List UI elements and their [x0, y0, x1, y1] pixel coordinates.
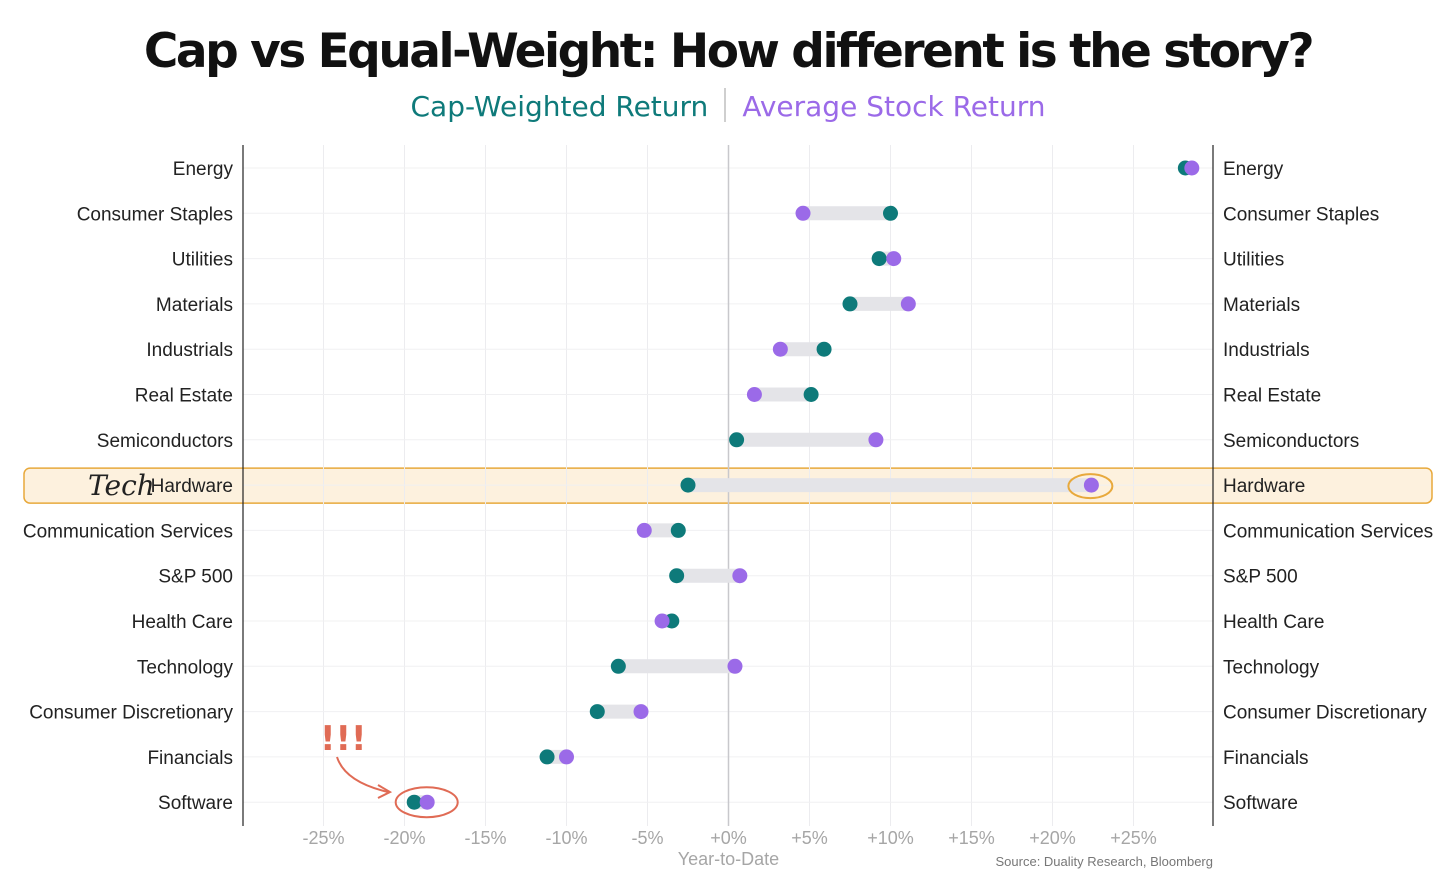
highlight-ring [1067, 473, 1114, 500]
row-label-right-utilities: Utilities [1223, 250, 1284, 271]
row-label-left-materials: Materials [156, 295, 233, 316]
row-label-left-industrials: Industrials [146, 340, 233, 361]
avg-dot-financials [559, 749, 574, 765]
tick-layer: -25% -20% -15% -10% -5% +0% +5% +10% +15% +20% +25… [302, 828, 1156, 848]
row-label-right-consumer-staples: Consumer Staples [1223, 204, 1379, 225]
row-label-right-materials: Materials [1223, 295, 1300, 316]
row-label-left-sandp-500: S&P 500 [158, 567, 233, 588]
cap-dot-technology [610, 658, 626, 674]
chart-legend: Cap-Weighted Return Average Stock Return [0, 88, 1456, 123]
x-tick-label: +10% [867, 828, 914, 848]
chart-title: Cap vs Equal-Weight: How different is th… [143, 24, 1315, 79]
row-label-left-communication-services: Communication Services [23, 521, 233, 542]
callout-arrowhead [377, 784, 393, 799]
avg-dot-health-care [654, 613, 670, 629]
row-label-left-software: Software [158, 793, 233, 814]
source-note: Source: Duality Research, Bloomberg [996, 854, 1214, 869]
avg-dot-consumer-discretionary [633, 704, 649, 720]
row-label-right-sandp-500: S&P 500 [1223, 567, 1298, 588]
callout-ring [394, 786, 459, 819]
cap-dot-semiconductors [729, 432, 745, 448]
x-tick-label: +20% [1029, 828, 1076, 848]
dot-layer [406, 160, 1200, 810]
x-tick-label: +15% [948, 828, 995, 848]
x-tick-label: +5% [791, 828, 828, 848]
avg-dot-materials [900, 296, 916, 312]
cap-dot-software [406, 794, 422, 810]
row-label-left-consumer-discretionary: Consumer Discretionary [29, 703, 233, 724]
row-label-right-financials: Financials [1223, 748, 1309, 769]
row-label-right-industrials: Industrials [1223, 340, 1310, 361]
row-label-right-energy: Energy [1223, 159, 1284, 180]
row-label-right-technology: Technology [1223, 657, 1320, 678]
legend-cap-weighted: Cap-Weighted Return [410, 90, 709, 123]
row-label-right-real-estate: Real Estate [1223, 386, 1321, 407]
x-tick-label: -20% [383, 828, 425, 848]
avg-dot-utilities [886, 251, 902, 267]
row-label-left-utilities: Utilities [172, 250, 233, 271]
cap-dot-utilities [871, 251, 887, 267]
cap-dot-sandp-500 [669, 568, 685, 584]
cap-dot-communication-services [670, 522, 686, 538]
cap-dot-materials [842, 296, 858, 312]
x-axis-label: Year-to-Date [678, 849, 779, 869]
avg-dot-hardware [1083, 477, 1099, 493]
avg-dot-real-estate [746, 387, 762, 402]
row-label-right-communication-services: Communication Services [1223, 521, 1433, 542]
avg-dot-sandp-500 [732, 568, 748, 584]
avg-dot-industrials [772, 341, 788, 357]
row-label-left-energy: Energy [173, 159, 234, 180]
avg-dot-software [419, 794, 435, 810]
row-label-right-consumer-discretionary: Consumer Discretionary [1223, 703, 1427, 724]
row-label-left-health-care: Health Care [132, 612, 233, 633]
annotation-layer: Tech!!! [88, 469, 1114, 819]
cap-dot-real-estate [803, 387, 819, 402]
x-tick-label: +25% [1110, 828, 1157, 848]
x-tick-label: -5% [631, 828, 663, 848]
callout-annotation-text: !!! [320, 719, 367, 759]
label-layer: Energy Energy Consumer Staples Consumer Sta… [23, 159, 1433, 814]
avg-dot-technology [727, 658, 743, 674]
avg-dot-communication-services [636, 522, 652, 538]
cap-dot-consumer-staples [883, 205, 898, 221]
avg-dot-consumer-staples [795, 205, 811, 221]
x-tick-label: -15% [464, 828, 506, 848]
x-tick-label: -10% [545, 828, 587, 848]
cap-dot-consumer-discretionary [589, 704, 605, 720]
cap-dot-financials [539, 749, 555, 765]
row-label-left-real-estate: Real Estate [135, 386, 233, 407]
row-label-right-software: Software [1223, 793, 1298, 814]
row-label-left-semiconductors: Semiconductors [97, 431, 233, 452]
avg-dot-semiconductors [868, 432, 884, 448]
row-label-right-hardware: Hardware [1223, 476, 1305, 497]
row-label-left-hardware: Hardware [151, 476, 233, 497]
avg-dot-energy [1184, 160, 1200, 176]
row-label-left-financials: Financials [147, 748, 233, 769]
row-label-right-semiconductors: Semiconductors [1223, 431, 1359, 452]
cap-dot-industrials [816, 341, 832, 357]
x-tick-label: +0% [710, 828, 747, 848]
row-label-left-consumer-staples: Consumer Staples [77, 204, 233, 225]
row-label-right-health-care: Health Care [1223, 612, 1324, 633]
legend-average-stock: Average Stock Return [742, 90, 1046, 123]
x-tick-label: -25% [302, 828, 344, 848]
callout-arrow [336, 756, 389, 793]
cap-dot-hardware [680, 477, 696, 493]
row-label-left-technology: Technology [137, 657, 234, 678]
legend-separator [724, 88, 727, 122]
highlight-annotation-text: Tech [88, 469, 155, 502]
